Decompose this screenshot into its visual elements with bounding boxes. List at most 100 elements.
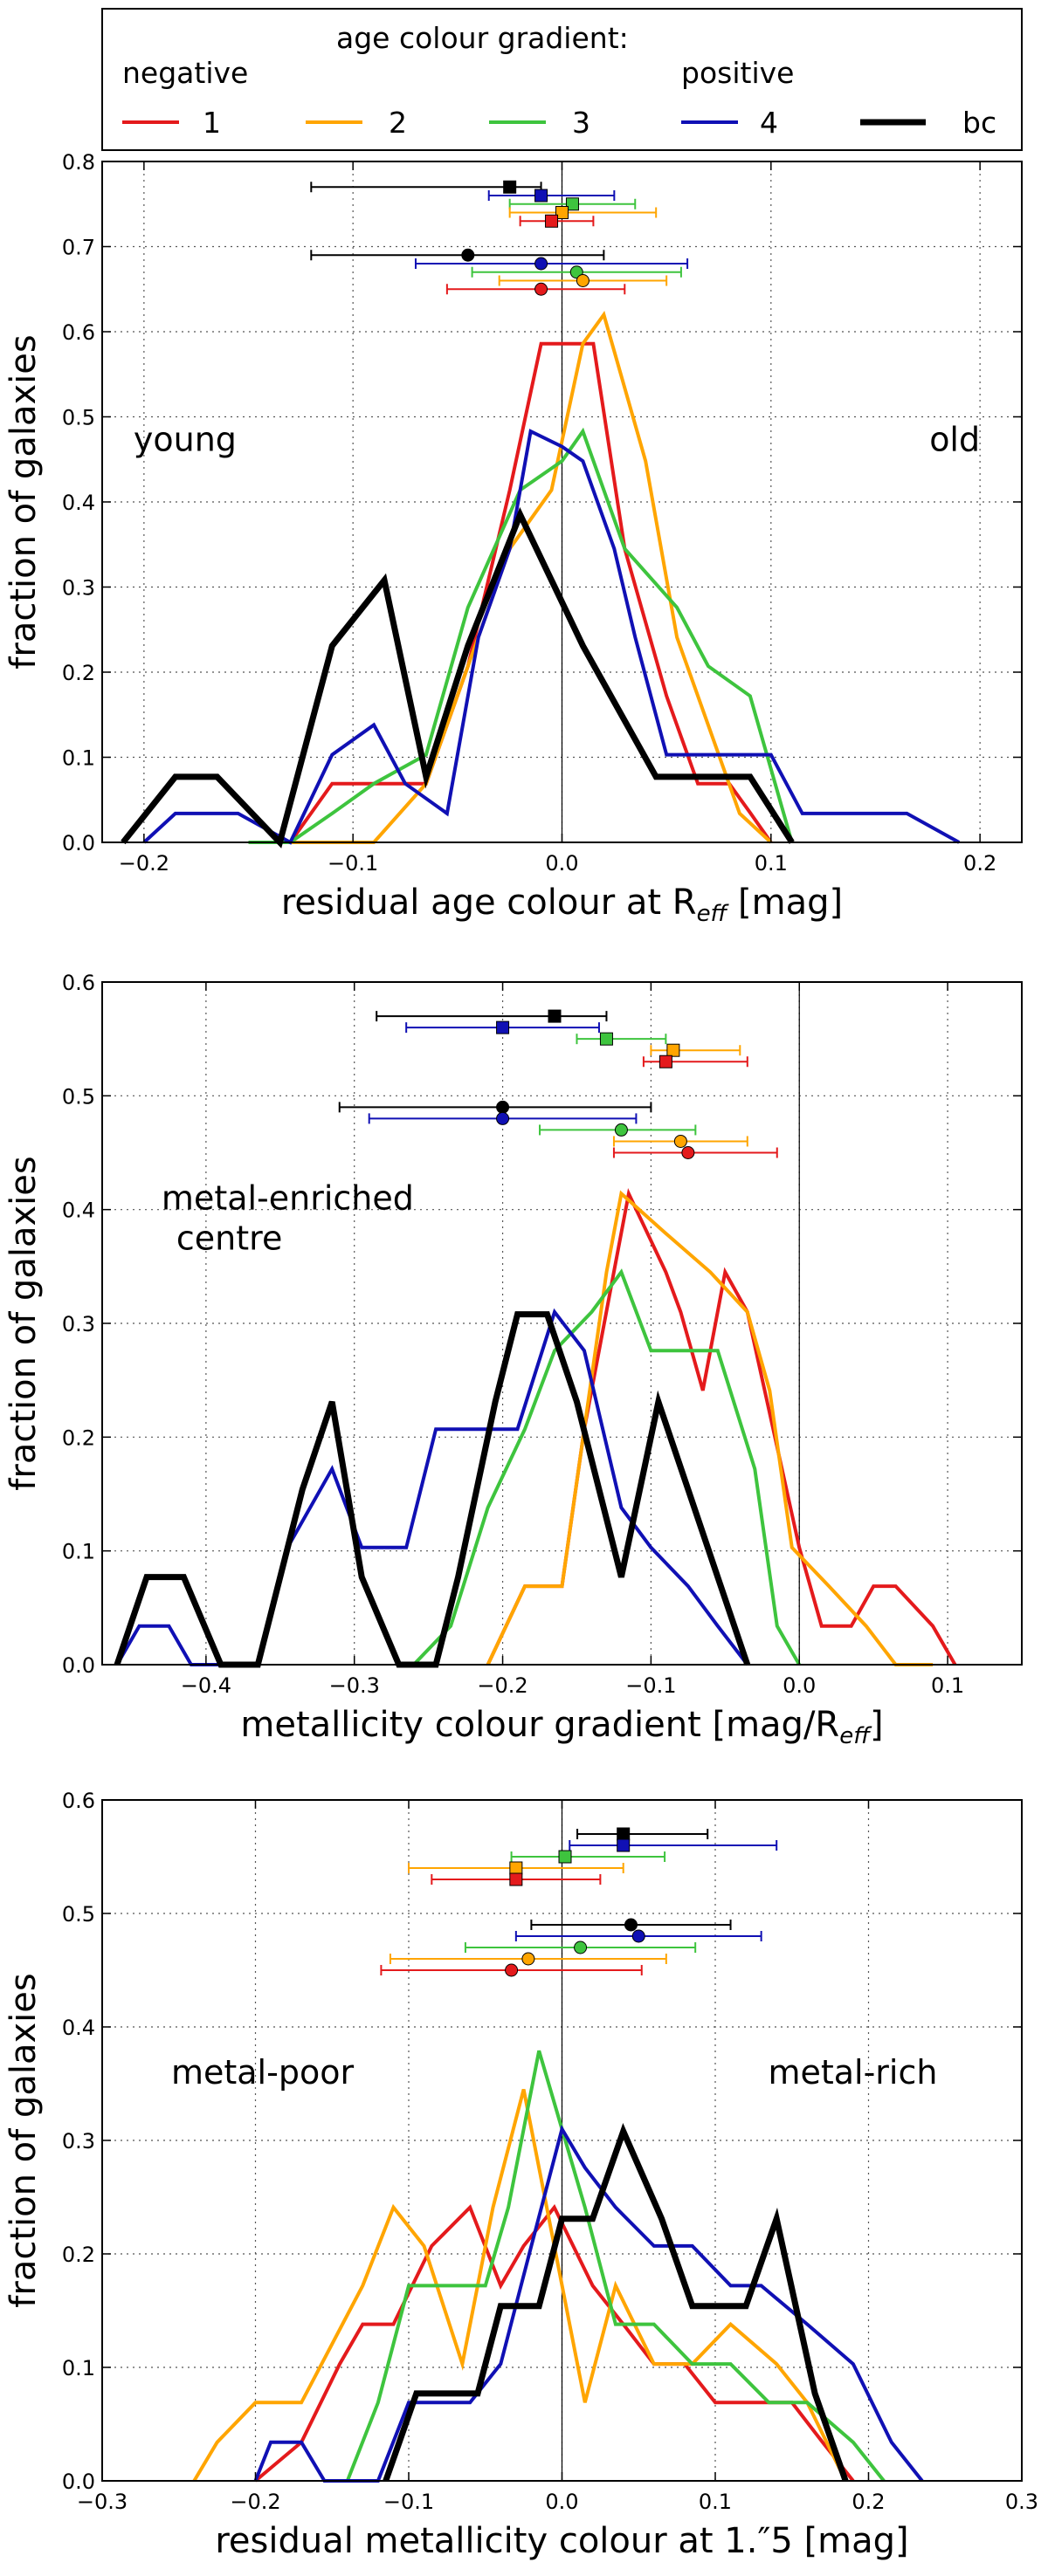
annotation: young — [134, 421, 237, 459]
series-line-bc — [114, 1311, 751, 1668]
y-tick-label: 0.3 — [62, 576, 95, 601]
y-tick-label: 0.1 — [62, 2356, 95, 2380]
marker-square-3 — [565, 197, 579, 211]
marker-square-bc — [548, 1009, 562, 1023]
y-tick-label: 0.8 — [62, 150, 95, 175]
marker-circle-1 — [534, 282, 548, 296]
x-tick-label: −0.4 — [181, 1673, 231, 1698]
x-tick-label: 0.2 — [852, 2490, 885, 2514]
legend-label-1: 1 — [203, 106, 221, 140]
marker-square-2 — [555, 206, 569, 219]
marker-square-4 — [496, 1020, 510, 1034]
series-line-3 — [248, 427, 794, 844]
x-tick-label: −0.2 — [119, 851, 169, 876]
marker-circle-3 — [574, 1941, 588, 1954]
series-line-bc — [383, 2123, 849, 2483]
y-axis-title: fraction of galaxies — [3, 334, 44, 669]
series-line-2 — [290, 310, 773, 844]
annotation: old — [929, 421, 980, 459]
annotation: metal-enriched — [162, 1179, 414, 1218]
legend-positive-label: positive — [681, 56, 794, 90]
y-tick-label: 0.7 — [62, 236, 95, 260]
marker-circle-2 — [576, 274, 590, 287]
x-axis-title: metallicity colour gradient [mag/Reff] — [240, 1705, 883, 1749]
legend-label-2: 2 — [389, 106, 407, 140]
y-tick-label: 0.3 — [62, 2129, 95, 2154]
series-line-2 — [486, 1190, 934, 1666]
x-axis-title-subscript: eff — [697, 901, 730, 927]
y-tick-label: 0.0 — [62, 831, 95, 855]
x-tick-label: 0.1 — [699, 2490, 732, 2514]
x-tick-label: 0.3 — [1005, 2490, 1038, 2514]
x-tick-label: 0.0 — [545, 851, 578, 876]
x-tick-label: 0.2 — [963, 851, 996, 876]
marker-square-1 — [545, 214, 559, 228]
legend-label-3: 3 — [572, 106, 590, 140]
x-axis-title: residual age colour at Reff [mag] — [281, 883, 843, 927]
x-axis-title: residual metallicity colour at 1.″5 [mag… — [215, 2521, 908, 2561]
x-tick-label: 0.0 — [783, 1673, 816, 1698]
series-line-2 — [192, 2088, 847, 2483]
legend-title: age colour gradient: — [336, 21, 629, 55]
marker-circle-1 — [681, 1146, 695, 1159]
legend-label-4: 4 — [760, 106, 778, 140]
x-tick-label: −0.3 — [77, 2490, 128, 2514]
x-axis-title-unit: [mag] — [727, 883, 843, 923]
x-axis-title-subscript: eff — [839, 1723, 872, 1749]
marker-square-1 — [658, 1054, 672, 1068]
series-line-1 — [288, 341, 773, 844]
x-tick-label: 0.1 — [755, 851, 788, 876]
marker-square-2 — [509, 1861, 523, 1875]
series-line-4 — [115, 1308, 749, 1666]
series-line-4 — [253, 2124, 924, 2483]
marker-square-4 — [617, 1838, 631, 1852]
panel-1: young old −0.2 −0.1 0.0 0.1 0.2 0.0 0.1 0.2 0.3 0.4… — [3, 150, 1023, 927]
annotation: metal-poor — [171, 2053, 354, 2092]
y-tick-label: 0.5 — [62, 1902, 95, 1927]
y-tick-label: 0.4 — [62, 491, 95, 515]
marker-square-bc — [503, 180, 517, 194]
y-tick-label: 0.6 — [62, 971, 95, 995]
y-tick-label: 0.5 — [62, 406, 95, 430]
y-tick-label: 0.0 — [62, 2470, 95, 2494]
marker-circle-3 — [614, 1123, 628, 1137]
y-tick-label: 0.5 — [62, 1084, 95, 1109]
y-tick-label: 0.2 — [62, 2243, 95, 2267]
marker-square-bc — [617, 1827, 631, 1841]
y-tick-label: 0.6 — [62, 1789, 95, 1813]
x-tick-label: −0.3 — [329, 1673, 380, 1698]
marker-circle-4 — [631, 1929, 645, 1943]
y-tick-label: 0.2 — [62, 661, 95, 685]
marker-square-2 — [666, 1043, 680, 1057]
x-tick-label: −0.2 — [477, 1673, 527, 1698]
y-tick-label: 0.3 — [62, 1312, 95, 1336]
y-tick-label: 0.1 — [62, 746, 95, 771]
series-line-3 — [412, 1268, 801, 1666]
marker-circle-1 — [505, 1963, 519, 1977]
y-tick-label: 0.6 — [62, 320, 95, 345]
legend-frame — [101, 8, 1023, 151]
panel-3: metal-poor metal-rich −0.3 −0.2 −0.1 0.0 0.1 0.… — [3, 1789, 1038, 2561]
marker-square-4 — [534, 189, 548, 203]
y-tick-label: 0.4 — [62, 2016, 95, 2040]
y-axis-title: fraction of galaxies — [3, 1973, 44, 2307]
y-tick-label: 0.4 — [62, 1199, 95, 1223]
x-tick-label: 0.0 — [545, 2490, 578, 2514]
y-axis-title: fraction of galaxies — [3, 1156, 44, 1490]
marker-square-3 — [558, 1850, 572, 1864]
annotation: metal-rich — [768, 2053, 937, 2092]
x-tick-label: −0.1 — [328, 851, 378, 876]
x-tick-label: −0.1 — [625, 1673, 676, 1698]
marker-square-1 — [509, 1872, 523, 1886]
x-axis-title-unit: ] — [870, 1705, 884, 1745]
y-tick-label: 0.0 — [62, 1653, 95, 1678]
marker-circle-2 — [521, 1952, 535, 1966]
y-tick-label: 0.1 — [62, 1540, 95, 1564]
x-tick-label: 0.1 — [931, 1673, 964, 1698]
annotation: centre — [176, 1219, 282, 1257]
marker-circle-bc — [624, 1918, 638, 1932]
series-line-bc — [121, 506, 795, 848]
